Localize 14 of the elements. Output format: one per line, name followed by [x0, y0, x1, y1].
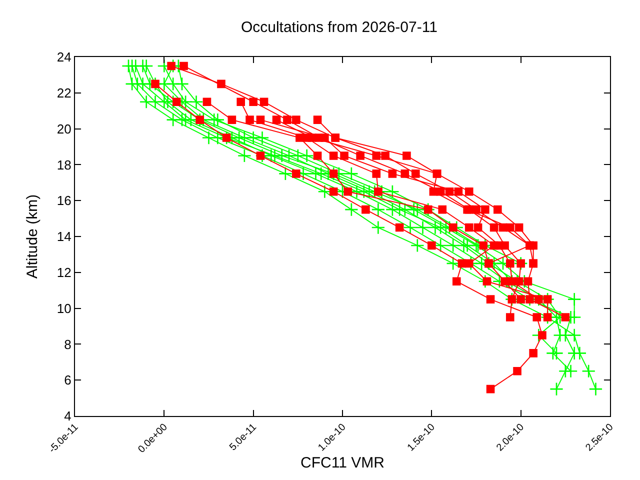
y-tick-label: 16: [56, 193, 72, 208]
y-tick-label: 10: [56, 300, 72, 316]
y-tick-label: 18: [56, 157, 72, 172]
y-tick-label: 6: [64, 372, 72, 388]
y-tick-label: 24: [56, 50, 72, 65]
y-tick-label: 12: [56, 264, 72, 280]
y-tick-label: 8: [64, 336, 72, 352]
y-tick-label: 14: [56, 229, 72, 244]
y-tick-label: 22: [56, 85, 72, 100]
chart-title: Occultations from 2026-07-11: [240, 19, 438, 36]
x-axis-title: CFC11 VMR: [300, 454, 385, 472]
y-tick-label: 20: [56, 121, 72, 136]
y-axis-title: Altitude (km): [24, 194, 42, 279]
y-tick-label: 4: [64, 408, 72, 424]
